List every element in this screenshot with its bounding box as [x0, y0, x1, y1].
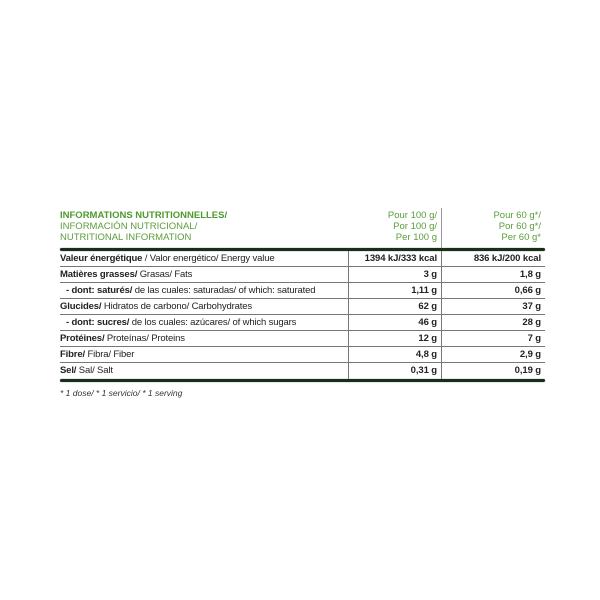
- value-per-serving: 2,9 g: [519, 349, 541, 360]
- label-translations: / Valor energético/ Energy value: [142, 253, 275, 264]
- value-per-serving: 0,19 g: [514, 365, 541, 376]
- footer-rule: [60, 379, 545, 382]
- label-fr: Glucides/: [60, 301, 102, 312]
- col1-en: Per 100 g: [395, 232, 437, 243]
- value-per-serving: 7 g: [527, 333, 542, 344]
- value-per-serving: 0,66 g: [514, 285, 541, 296]
- nutrient-label: Valeur énergétique / Valor energético/ E…: [60, 251, 348, 266]
- table-body: Valeur énergétique / Valor energético/ E…: [60, 251, 545, 379]
- table-row: Matières grasses/ Grasas/ Fats 3 g 1,8 g: [60, 267, 545, 283]
- nutrient-label: - dont: sucres/ de los cuales: azúcares/…: [60, 315, 348, 330]
- table-row: - dont: sucres/ de los cuales: azúcares/…: [60, 315, 545, 331]
- value-per-100g: 12 g: [348, 331, 442, 346]
- table-header: INFORMATIONS NUTRITIONNELLES/ INFORMACIÓ…: [60, 208, 545, 248]
- header-title: INFORMATIONS NUTRITIONNELLES/ INFORMACIÓ…: [60, 208, 348, 248]
- table-row: Glucides/ Hidratos de carbono/ Carbohydr…: [60, 299, 545, 315]
- value-per-100g: 62 g: [348, 299, 442, 314]
- title-en: NUTRITIONAL INFORMATION: [60, 232, 192, 243]
- label-fr: Protéines/: [60, 333, 105, 344]
- value-per-100g: 1394 kJ/333 kcal: [348, 251, 442, 266]
- nutrient-label: Matières grasses/ Grasas/ Fats: [60, 267, 348, 282]
- table-row: Fibre/ Fibra/ Fiber 4,8 g 2,9 g: [60, 347, 545, 363]
- value-per-100g: 3 g: [348, 267, 442, 282]
- value-per-serving: 836 kJ/200 kcal: [473, 253, 541, 264]
- value-per-100g: 0,31 g: [348, 363, 442, 379]
- col2-en: Per 60 g*: [501, 232, 541, 243]
- label-translations: Hidratos de carbono/ Carbohydrates: [101, 301, 252, 312]
- value-per-100g: 1,11 g: [348, 283, 442, 298]
- header-per-serving: Pour 60 g*/ Por 60 g*/ Per 60 g*: [442, 208, 545, 248]
- value-per-serving: 28 g: [522, 317, 541, 328]
- value-per-100g: 4,8 g: [348, 347, 442, 362]
- header-per-100g: Pour 100 g/ Por 100 g/ Per 100 g: [348, 208, 442, 248]
- label-fr: Valeur énergétique: [60, 253, 143, 264]
- label-fr: - dont: saturés/: [66, 285, 133, 296]
- title-fr: INFORMATIONS NUTRITIONNELLES/: [60, 210, 228, 221]
- title-es: INFORMACIÓN NUTRICIONAL/: [60, 221, 198, 232]
- label-translations: Fibra/ Fiber: [84, 349, 135, 360]
- col1-es: Por 100 g/: [393, 221, 437, 232]
- value-per-100g: 46 g: [348, 315, 442, 330]
- header-rule: [60, 248, 545, 251]
- col1-fr: Pour 100 g/: [387, 210, 437, 221]
- label-fr: Sel/: [60, 365, 77, 376]
- value-per-serving: 37 g: [522, 301, 541, 312]
- col2-es: Por 60 g*/: [498, 221, 541, 232]
- label-translations: Proteínas/ Proteins: [104, 333, 185, 344]
- nutrition-panel: INFORMATIONS NUTRITIONNELLES/ INFORMACIÓ…: [60, 208, 545, 399]
- label-fr: Fibre/: [60, 349, 85, 360]
- nutrient-label: Sel/ Sal/ Salt: [60, 363, 348, 379]
- nutrient-label: Glucides/ Hidratos de carbono/ Carbohydr…: [60, 299, 348, 314]
- table-row: Sel/ Sal/ Salt 0,31 g 0,19 g: [60, 363, 545, 379]
- table-row: - dont: saturés/ de las cuales: saturada…: [60, 283, 545, 299]
- nutrient-label: Protéines/ Proteínas/ Proteins: [60, 331, 348, 346]
- label-translations: de las cuales: saturadas/ of which: satu…: [132, 285, 316, 296]
- value-per-serving: 1,8 g: [519, 269, 541, 280]
- col2-fr: Pour 60 g*/: [493, 210, 541, 221]
- nutrition-table: INFORMATIONS NUTRITIONNELLES/ INFORMACIÓ…: [60, 208, 545, 382]
- table-row: Valeur énergétique / Valor energético/ E…: [60, 251, 545, 267]
- label-translations: Sal/ Salt: [76, 365, 113, 376]
- label-fr: Matières grasses/: [60, 269, 138, 280]
- footnote: * 1 dose/ * 1 servicio/ * 1 serving: [60, 388, 183, 398]
- nutrient-label: - dont: saturés/ de las cuales: saturada…: [60, 283, 348, 298]
- label-translations: Grasas/ Fats: [137, 269, 193, 280]
- label-translations: de los cuales: azúcares/ of which sugars: [129, 317, 297, 328]
- nutrient-label: Fibre/ Fibra/ Fiber: [60, 347, 348, 362]
- label-fr: - dont: sucres/: [66, 317, 130, 328]
